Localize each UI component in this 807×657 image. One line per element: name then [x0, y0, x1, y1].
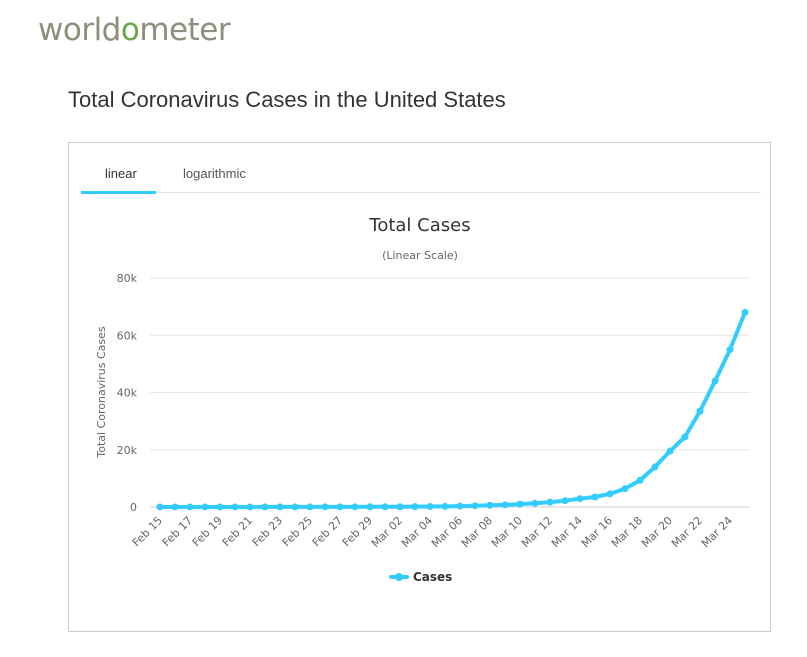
y-tick-labels: 0 20k 40k 60k 80k	[117, 272, 138, 514]
data-point	[651, 463, 659, 471]
x-tick-label: Mar 12	[519, 514, 555, 550]
data-point	[396, 503, 404, 511]
chart-panel: linear logarithmic	[68, 142, 771, 632]
data-point	[516, 500, 524, 508]
data-point	[621, 485, 629, 493]
x-tick-label: Feb 21	[220, 514, 255, 549]
data-point	[591, 493, 599, 501]
data-point	[561, 497, 569, 505]
legend-marker	[395, 573, 403, 581]
x-tick-label: Mar 24	[699, 514, 735, 550]
data-point	[426, 503, 434, 511]
chart-subtitle: (Linear Scale)	[382, 249, 458, 262]
x-tick-label: Feb 17	[160, 514, 195, 549]
data-point	[321, 503, 329, 511]
data-point	[366, 503, 374, 511]
worldometer-logo[interactable]: worldometer	[38, 12, 231, 48]
data-point	[501, 501, 509, 509]
legend-label-cases: Cases	[413, 570, 452, 584]
x-tick-label: Mar 08	[459, 514, 495, 550]
data-point	[276, 503, 284, 511]
x-tick-label: Mar 06	[429, 514, 465, 550]
y-tick-label: 60k	[117, 329, 138, 342]
data-point	[741, 308, 749, 316]
x-tick-label: Mar 22	[669, 514, 705, 550]
y-tick-label: 20k	[117, 444, 138, 457]
x-tick-label: Mar 10	[489, 514, 525, 550]
y-tick-label: 0	[130, 501, 137, 514]
series-cases[interactable]	[156, 308, 749, 511]
x-tick-label: Feb 23	[250, 514, 285, 549]
series-line-cases	[158, 310, 747, 509]
data-point	[156, 503, 164, 511]
data-point	[216, 503, 224, 511]
data-point	[636, 476, 644, 484]
x-tick-label: Feb 29	[340, 514, 375, 549]
x-tick-label: Mar 04	[399, 514, 435, 550]
data-point	[681, 433, 689, 441]
chart-title: Total Cases	[368, 215, 470, 236]
y-tick-label: 80k	[117, 272, 138, 285]
x-tick-label: Feb 25	[280, 514, 315, 549]
data-point	[546, 498, 554, 506]
data-point	[336, 503, 344, 511]
data-point	[381, 503, 389, 511]
data-point	[471, 502, 479, 510]
data-point	[711, 377, 719, 385]
x-tick-label: Feb 27	[310, 514, 345, 549]
logo-globe-o: o	[120, 12, 140, 48]
x-tick-label: Feb 15	[130, 514, 165, 549]
data-point	[441, 502, 449, 510]
data-point	[291, 503, 299, 511]
data-point	[231, 503, 239, 511]
x-tick-label: Mar 20	[639, 514, 675, 550]
x-tick-label: Mar 18	[609, 514, 645, 550]
logo-text-suffix: meter	[139, 12, 231, 48]
data-point	[666, 447, 674, 455]
grid-lines	[150, 277, 750, 508]
x-tick-label: Mar 02	[369, 514, 405, 550]
page-title: Total Coronavirus Cases in the United St…	[68, 87, 506, 112]
x-tick-label: Mar 14	[549, 514, 585, 550]
data-point	[726, 346, 734, 354]
y-tick-label: 40k	[117, 387, 138, 400]
x-tick-label: Mar 16	[579, 514, 615, 550]
data-point	[306, 503, 314, 511]
data-point	[696, 407, 704, 415]
x-tick-label: Feb 19	[190, 514, 225, 549]
y-axis-label: Total Coronavirus Cases	[95, 326, 108, 459]
data-point	[411, 503, 419, 511]
data-point	[351, 503, 359, 511]
active-tab-indicator	[81, 191, 156, 194]
data-point	[201, 503, 209, 511]
tab-linear[interactable]: linear	[105, 166, 137, 181]
data-point	[186, 503, 194, 511]
legend[interactable]: Cases	[389, 570, 452, 584]
data-point	[486, 501, 494, 509]
tab-logarithmic[interactable]: logarithmic	[183, 166, 246, 181]
data-point	[606, 490, 614, 498]
data-point	[246, 503, 254, 511]
scale-tabs: linear logarithmic	[81, 157, 761, 194]
data-point	[531, 499, 539, 507]
data-point	[456, 502, 464, 510]
logo-text-prefix: world	[38, 12, 121, 48]
data-point	[171, 503, 179, 511]
data-point	[261, 503, 269, 511]
data-point	[576, 495, 584, 503]
